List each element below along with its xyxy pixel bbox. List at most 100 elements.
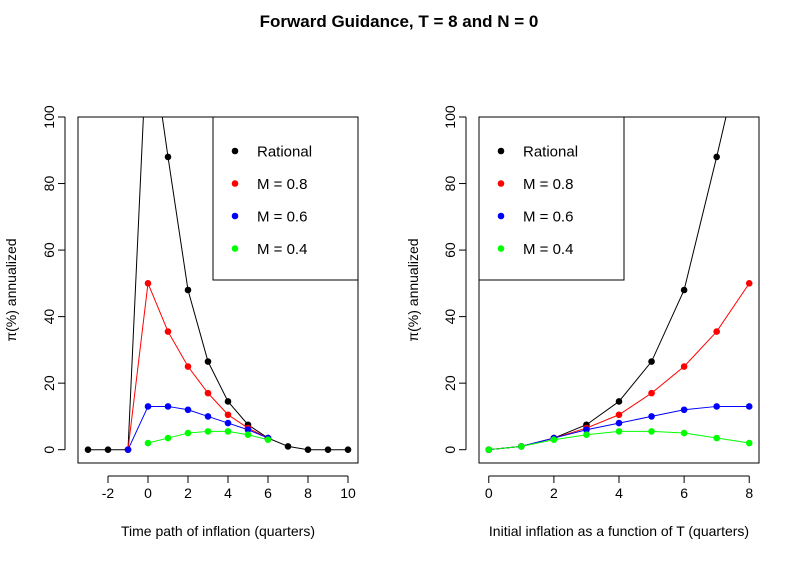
data-point-rational (304, 446, 312, 453)
y-axis-label: π(%) annualized (3, 238, 19, 341)
data-point-m-0-4 (264, 436, 272, 444)
y-tick-label: 60 (442, 242, 458, 258)
x-tick-label: 6 (680, 485, 688, 501)
y-tick-label: 80 (442, 176, 458, 192)
data-point-rational (680, 286, 688, 294)
data-point-rational (184, 286, 192, 294)
data-point-m-0-4 (648, 428, 655, 435)
data-point-m-0-4 (224, 428, 232, 435)
data-point-m-0-6 (680, 406, 688, 414)
y-tick-label: 0 (442, 446, 458, 454)
x-tick-label: 6 (264, 485, 272, 501)
x-tick-label: 8 (304, 485, 312, 501)
x-tick-label: 2 (184, 485, 192, 501)
legend-box (212, 116, 359, 281)
legend-marker-m-0-8 (231, 180, 239, 187)
data-point-m-0-8 (204, 389, 212, 397)
legend-label-m-0-8: M = 0.8 (257, 176, 307, 193)
data-point-m-0-8 (224, 411, 232, 419)
y-tick-label: 100 (41, 105, 57, 129)
data-point-m-0-8 (713, 328, 720, 335)
data-point-m-0-4 (485, 446, 493, 453)
x-tick-label: 2 (550, 485, 558, 501)
legend-marker-m-0-4 (231, 245, 239, 252)
x-axis-label: Initial inflation as a function of T (qu… (489, 523, 749, 539)
data-point-m-0-6 (204, 413, 212, 420)
x-tick-label: 8 (745, 485, 753, 501)
data-point-rational (746, 14, 753, 21)
data-point-rational (164, 153, 172, 161)
x-tick-label: 4 (224, 485, 232, 501)
data-point-rational (713, 153, 720, 161)
data-point-rational (145, 14, 152, 21)
data-point-m-0-4 (615, 428, 623, 435)
data-point-m-0-6 (144, 403, 152, 410)
series-line-rational (88, 117, 348, 451)
series-line-m-0-8 (127, 281, 269, 450)
legend-marker-m-0-6 (231, 212, 239, 220)
data-point-m-0-4 (745, 439, 753, 447)
legend-label-m-0-6: M = 0.6 (523, 209, 573, 226)
legend-marker-m-0-6 (497, 212, 505, 220)
y-tick-label: 20 (442, 375, 458, 391)
legend: Rational M = 0.8 M = 0.6 M = 0.4 (478, 116, 625, 281)
data-point-rational (84, 446, 92, 453)
data-point-m-0-4 (144, 439, 152, 447)
data-point-rational (324, 446, 332, 453)
data-point-m-0-8 (648, 389, 655, 397)
data-point-m-0-6 (124, 446, 132, 453)
y-tick-label: 20 (41, 375, 57, 391)
legend-marker-m-0-8 (497, 180, 505, 187)
y-tick-label: 40 (41, 309, 57, 325)
legend-marker-rational (497, 147, 505, 155)
figure-title: Forward Guidance, T = 8 and N = 0 (260, 12, 539, 31)
data-point-m-0-4 (680, 429, 688, 437)
x-tick-label: -2 (102, 485, 115, 501)
data-point-m-0-4 (244, 431, 252, 439)
data-point-m-0-4 (184, 429, 192, 437)
plot-area (485, 14, 753, 453)
data-point-rational (284, 443, 292, 450)
data-point-m-0-6 (164, 403, 172, 410)
plot-area (84, 14, 352, 453)
legend-label-m-0-4: M = 0.4 (257, 241, 307, 258)
series-line-m-0-6 (127, 405, 269, 450)
data-point-m-0-4 (550, 436, 558, 444)
legend-marker-m-0-4 (497, 245, 505, 252)
data-point-m-0-6 (583, 426, 590, 434)
legend-label-m-0-6: M = 0.6 (257, 209, 307, 226)
y-tick-label: 60 (41, 242, 57, 258)
data-point-rational (104, 446, 112, 453)
data-point-m-0-8 (680, 363, 688, 370)
legend-marker-rational (231, 147, 239, 155)
legend-label-rational: Rational (257, 144, 312, 161)
x-tick-label: 10 (340, 485, 356, 501)
data-point-rational (648, 358, 655, 365)
data-point-rational (344, 446, 352, 453)
x-tick-label: 0 (144, 485, 152, 501)
data-point-m-0-6 (184, 406, 192, 414)
data-point-m-0-8 (745, 280, 753, 287)
y-tick-label: 40 (442, 309, 458, 325)
data-point-m-0-6 (745, 403, 753, 410)
data-point-m-0-6 (224, 419, 232, 427)
data-point-m-0-4 (713, 434, 720, 442)
y-tick-label: 0 (41, 446, 57, 454)
y-tick-label: 80 (41, 176, 57, 192)
data-point-m-0-4 (583, 431, 590, 439)
data-point-m-0-8 (184, 363, 192, 370)
data-point-rational (615, 398, 623, 405)
x-axis-label: Time path of inflation (quarters) (121, 523, 315, 539)
data-point-m-0-4 (518, 443, 525, 450)
data-point-rational (224, 398, 232, 405)
legend-label-rational: Rational (523, 144, 578, 161)
data-point-m-0-8 (144, 280, 152, 287)
data-point-rational (204, 358, 212, 365)
legend-box (478, 116, 625, 281)
data-point-m-0-6 (244, 426, 252, 434)
data-point-m-0-6 (648, 413, 655, 420)
data-point-m-0-6 (615, 419, 623, 427)
legend-label-m-0-8: M = 0.8 (523, 176, 573, 193)
